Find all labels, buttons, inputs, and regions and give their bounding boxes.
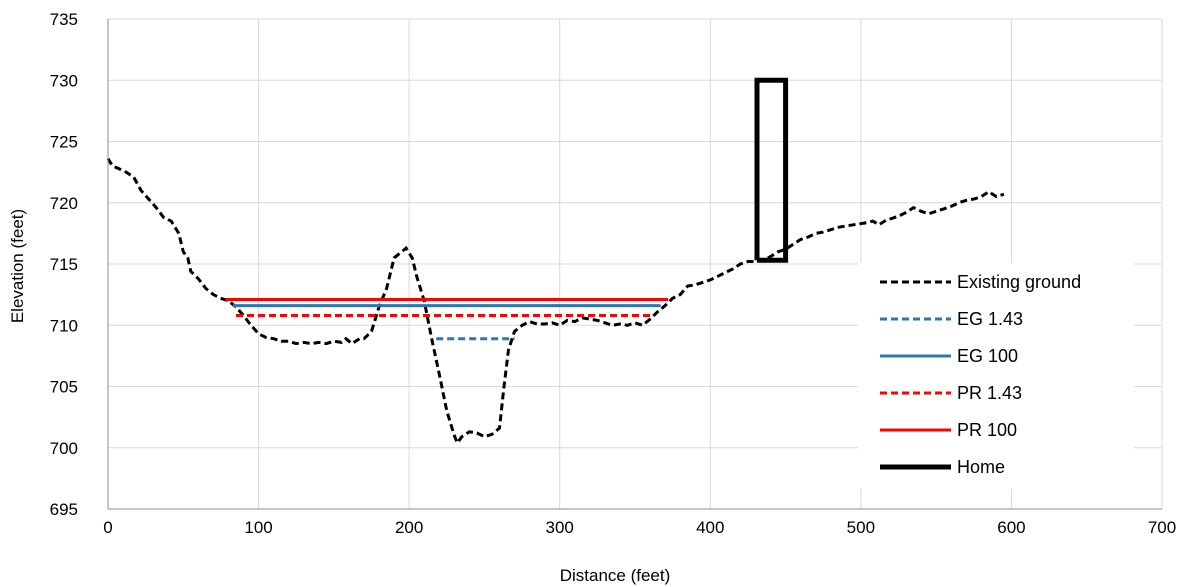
y-tick-label: 725 xyxy=(50,133,78,152)
y-tick-label: 700 xyxy=(50,439,78,458)
legend-box xyxy=(858,263,1134,489)
y-tick-label: 695 xyxy=(50,500,78,519)
legend: Existing ground EG 1.43 EG 100 PR 1.43 PR 10… xyxy=(858,263,1134,489)
x-tick-label: 0 xyxy=(103,518,112,537)
x-tick-label: 100 xyxy=(244,518,272,537)
legend-label: EG 100 xyxy=(957,346,1018,366)
y-axis-title: Elevation (feet) xyxy=(8,209,27,323)
legend-label: PR 1.43 xyxy=(957,383,1022,403)
y-tick-label: 735 xyxy=(50,10,78,29)
series-line-existing-ground xyxy=(106,157,1005,446)
x-tick-label: 200 xyxy=(395,518,423,537)
y-tick-label: 715 xyxy=(50,255,78,274)
series-line-home xyxy=(754,77,789,263)
x-axis-title: Distance (feet) xyxy=(560,566,671,585)
x-tick-label: 400 xyxy=(696,518,724,537)
y-tick-label: 705 xyxy=(50,378,78,397)
x-tick-label: 600 xyxy=(997,518,1025,537)
x-tick-label: 700 xyxy=(1148,518,1176,537)
axes xyxy=(107,19,1162,510)
plot-series xyxy=(106,77,1005,446)
legend-label: Existing ground xyxy=(957,272,1081,292)
y-tick-label: 720 xyxy=(50,194,78,213)
x-tick-label: 500 xyxy=(847,518,875,537)
x-tick-label: 300 xyxy=(546,518,574,537)
y-tick-label: 710 xyxy=(50,316,78,335)
legend-label: PR 100 xyxy=(957,420,1017,440)
tick-labels: 0 100 200 300 400 500 600 700 695 700 705 710 715 720… xyxy=(50,10,1177,537)
legend-label: Home xyxy=(957,457,1005,477)
legend-label: EG 1.43 xyxy=(957,309,1023,329)
y-tick-label: 730 xyxy=(50,71,78,90)
